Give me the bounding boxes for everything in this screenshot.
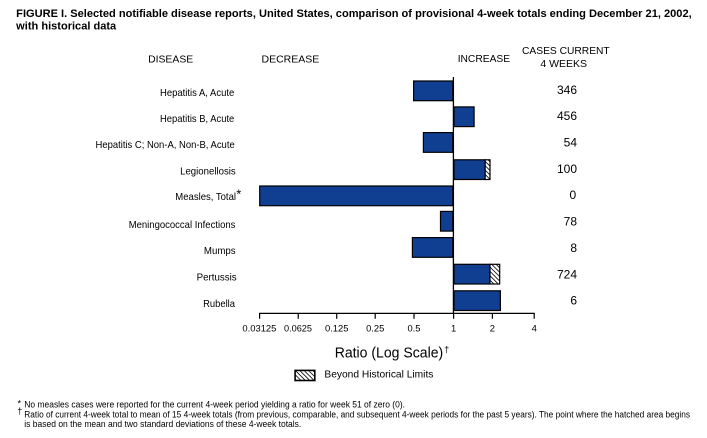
svg-text:4 WEEKS: 4 WEEKS (540, 59, 587, 70)
svg-text:*: * (236, 186, 241, 201)
svg-text:Hepatitis C; Non-A, Non-B, Acu: Hepatitis C; Non-A, Non-B, Acute (96, 140, 236, 151)
svg-text:8: 8 (570, 241, 577, 255)
svg-text:2: 2 (490, 323, 495, 334)
svg-text:with historical data: with historical data (15, 20, 117, 32)
svg-text:0.03125: 0.03125 (242, 323, 276, 334)
svg-text:Ratio (Log Scale): Ratio (Log Scale) (335, 345, 444, 361)
svg-text:Measles, Total: Measles, Total (175, 192, 236, 203)
svg-text:Ratio of current 4-week total: Ratio of current 4-week total to mean of… (24, 409, 690, 419)
svg-text:0: 0 (570, 188, 577, 202)
svg-text:†: † (17, 406, 22, 416)
svg-text:346: 346 (557, 83, 577, 97)
svg-text:No measles cases were reported: No measles cases were reported for the c… (24, 400, 405, 410)
svg-text:Pertussis: Pertussis (197, 273, 237, 284)
svg-text:Legionellosis: Legionellosis (180, 166, 236, 177)
svg-text:0.25: 0.25 (366, 323, 384, 334)
svg-text:1: 1 (451, 323, 456, 334)
svg-text:Hepatitis A, Acute: Hepatitis A, Acute (160, 88, 235, 99)
svg-text:INCREASE: INCREASE (458, 54, 510, 65)
svg-text:456: 456 (557, 109, 577, 123)
svg-text:Mumps: Mumps (204, 246, 236, 257)
svg-text:†: † (444, 344, 449, 354)
svg-text:is based on the mean and two s: is based on the mean and two standard de… (24, 419, 301, 429)
svg-text:6: 6 (570, 294, 577, 308)
svg-text:Meningococcal Infections: Meningococcal Infections (129, 220, 236, 231)
svg-text:CASES CURRENT: CASES CURRENT (522, 46, 610, 57)
svg-text:0.0625: 0.0625 (284, 323, 312, 334)
svg-text:724: 724 (557, 267, 577, 281)
svg-text:DISEASE: DISEASE (148, 54, 193, 65)
svg-text:Hepatitis B, Acute: Hepatitis B, Acute (160, 114, 235, 125)
svg-text:Rubella: Rubella (203, 299, 235, 310)
svg-text:*: * (18, 399, 22, 409)
svg-text:100: 100 (557, 162, 577, 176)
svg-text:FIGURE I. Selected notifiable: FIGURE I. Selected notifiable disease re… (16, 8, 692, 20)
svg-text:78: 78 (564, 215, 578, 229)
svg-text:4: 4 (532, 323, 537, 334)
svg-text:0.125: 0.125 (325, 323, 348, 334)
svg-text:54: 54 (564, 136, 578, 150)
svg-text:DECREASE: DECREASE (262, 54, 320, 65)
svg-text:0.5: 0.5 (407, 323, 420, 334)
svg-text:Beyond Historical Limits: Beyond Historical Limits (324, 370, 433, 381)
